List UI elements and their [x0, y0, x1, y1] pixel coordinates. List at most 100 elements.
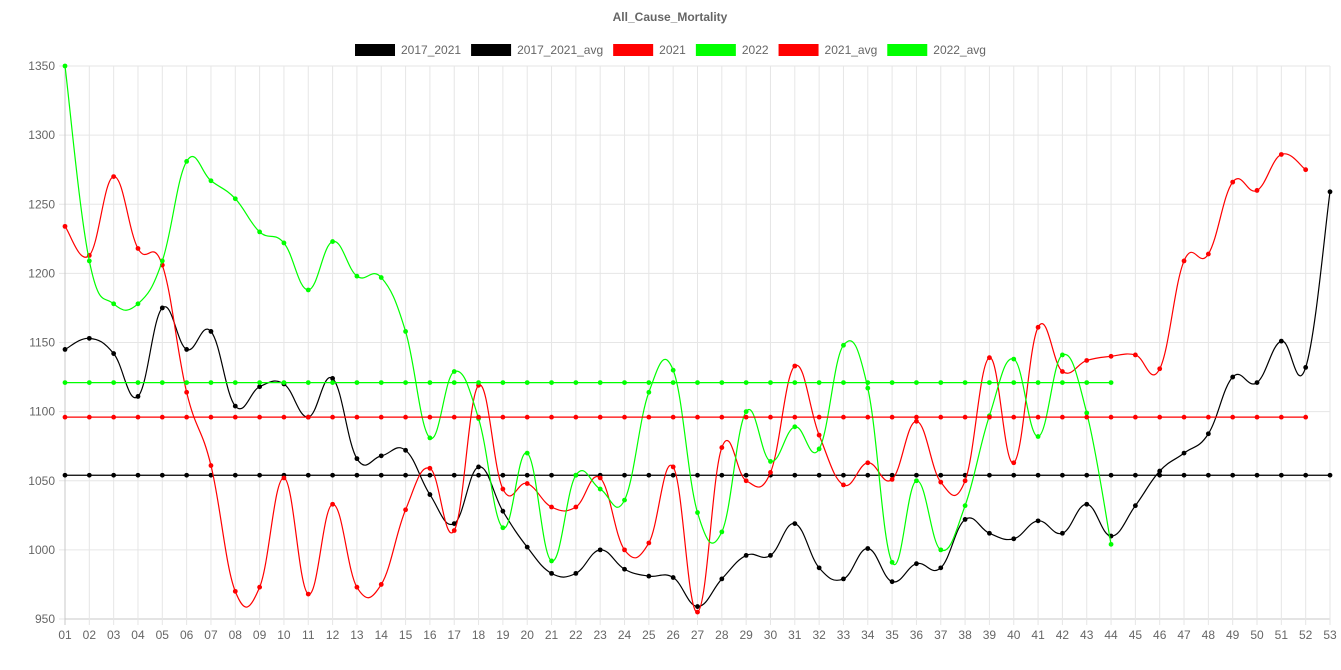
- x-tick-label: 38: [958, 628, 972, 642]
- data-point: [427, 435, 433, 441]
- data-point: [1011, 472, 1017, 478]
- data-point: [281, 475, 287, 481]
- data-point: [1230, 472, 1236, 478]
- data-point: [1303, 472, 1309, 478]
- y-tick-label: 1200: [28, 266, 55, 280]
- legend-item-2017_2021_avg[interactable]: 2017_2021_avg: [471, 43, 603, 57]
- data-point: [622, 497, 627, 503]
- data-point: [622, 472, 627, 478]
- data-point: [378, 380, 384, 385]
- data-point: [305, 287, 311, 293]
- data-point: [500, 486, 506, 492]
- data-point: [646, 573, 652, 579]
- data-point: [670, 380, 676, 385]
- data-point: [1254, 188, 1260, 193]
- data-point: [1254, 414, 1260, 420]
- data-point: [451, 521, 457, 527]
- x-tick-label: 36: [910, 628, 924, 642]
- legend-item-2017_2021[interactable]: 2017_2021: [355, 43, 461, 57]
- data-point: [816, 380, 822, 385]
- data-point: [135, 301, 141, 307]
- data-point: [257, 380, 263, 385]
- data-point: [962, 414, 968, 420]
- data-point: [1181, 472, 1187, 478]
- data-point: [670, 472, 676, 478]
- data-point: [938, 547, 944, 553]
- x-tick-label: 49: [1226, 628, 1240, 642]
- data-point: [62, 414, 68, 420]
- data-point: [86, 414, 92, 420]
- x-tick-label: 33: [837, 628, 851, 642]
- data-point: [865, 546, 871, 551]
- data-point: [695, 609, 700, 615]
- x-tick-label: 28: [715, 628, 729, 642]
- data-point: [184, 472, 190, 478]
- data-point: [451, 369, 457, 374]
- data-point: [914, 418, 919, 424]
- legend-item-2022_avg[interactable]: 2022_avg: [887, 43, 986, 57]
- data-point: [792, 414, 798, 420]
- data-point: [354, 380, 360, 385]
- data-point: [1084, 472, 1090, 478]
- data-point: [1157, 414, 1163, 420]
- data-point: [1084, 410, 1090, 416]
- data-point: [1132, 503, 1138, 509]
- x-tick-label: 07: [204, 628, 218, 642]
- data-point: [622, 380, 627, 385]
- legend[interactable]: 2017_2021 2017_2021_avg 2021 2022 2021_avg 20…: [355, 43, 986, 57]
- data-point: [1303, 364, 1309, 370]
- x-tick-label: 14: [375, 628, 389, 642]
- x-tick-label: 52: [1299, 628, 1313, 642]
- data-point: [1108, 541, 1114, 547]
- data-point: [159, 305, 165, 311]
- x-tick-label: 06: [180, 628, 194, 642]
- data-point: [549, 472, 554, 478]
- data-point: [111, 380, 117, 385]
- series-line: [64, 153, 1307, 613]
- legend-item-2021_avg[interactable]: 2021_avg: [778, 43, 878, 57]
- data-point: [792, 363, 798, 369]
- data-point: [938, 414, 944, 420]
- data-point: [378, 453, 384, 459]
- data-point: [184, 389, 190, 395]
- data-point: [743, 478, 749, 484]
- data-point: [451, 528, 457, 533]
- y-tick-label: 1350: [28, 59, 55, 73]
- data-point: [111, 414, 117, 420]
- legend-item-2022[interactable]: 2022: [695, 43, 769, 57]
- data-point: [743, 472, 749, 478]
- x-tick-label: 29: [739, 628, 753, 642]
- data-point: [500, 414, 506, 420]
- data-point: [914, 478, 919, 484]
- legend-item-2021[interactable]: 2021: [613, 43, 686, 57]
- data-point: [1108, 353, 1114, 359]
- data-point: [1108, 472, 1114, 478]
- data-point: [427, 380, 433, 385]
- data-point: [257, 414, 263, 420]
- data-point: [305, 380, 311, 385]
- series-2022_avg: [62, 380, 1114, 385]
- data-point: [354, 584, 360, 590]
- data-point: [646, 380, 652, 385]
- data-point: [208, 178, 214, 184]
- data-point: [378, 275, 384, 280]
- x-tick-label: 20: [521, 628, 535, 642]
- x-tick-label: 23: [594, 628, 608, 642]
- data-point: [841, 472, 846, 478]
- data-point: [86, 380, 92, 385]
- x-tick-label: 02: [83, 628, 97, 642]
- data-point: [1205, 414, 1211, 420]
- data-point: [549, 570, 554, 576]
- data-point: [768, 414, 773, 420]
- data-point: [62, 347, 68, 352]
- x-tick-label: 46: [1153, 628, 1167, 642]
- data-point: [1060, 414, 1065, 420]
- chart-grid: [59, 65, 1331, 625]
- data-point: [403, 507, 408, 513]
- data-point: [1157, 366, 1163, 372]
- legend-swatch: [471, 44, 512, 56]
- data-point: [159, 258, 165, 264]
- data-point: [1181, 414, 1187, 420]
- data-point: [768, 553, 773, 558]
- series-layer: [62, 63, 1333, 615]
